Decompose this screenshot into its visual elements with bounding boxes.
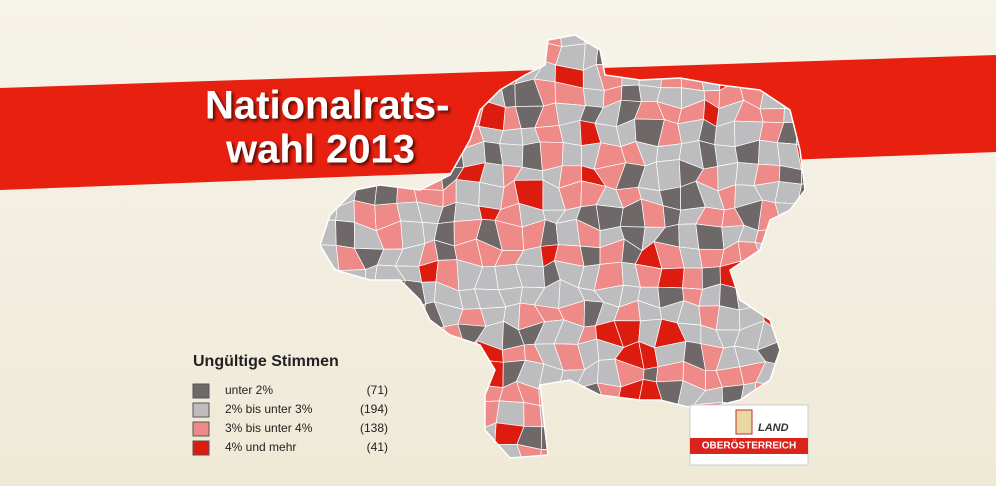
municipality xyxy=(682,267,703,290)
logo: LAND OBERÖSTERREICH xyxy=(689,404,809,466)
municipality xyxy=(495,400,525,427)
legend-swatch xyxy=(192,402,210,418)
legend-label: unter 2% xyxy=(225,383,273,397)
municipality xyxy=(801,168,805,185)
logo-crest xyxy=(735,409,753,435)
logo-band xyxy=(690,438,808,454)
municipality xyxy=(678,223,700,250)
municipality xyxy=(521,141,543,172)
legend: unter 2% (71) 2% bis unter 3% (194) 3% bis u… xyxy=(192,383,388,456)
legend-swatch xyxy=(192,421,210,437)
municipality xyxy=(657,267,685,289)
municipality xyxy=(715,305,741,331)
title: Nationalrats- wahl 2013 xyxy=(205,84,450,172)
title-line: Nationalrats- xyxy=(205,84,450,128)
legend-count: (194) xyxy=(360,402,388,416)
municipality xyxy=(758,139,781,166)
legend-label: 3% bis unter 4% xyxy=(225,421,313,435)
municipality xyxy=(499,128,524,146)
title-line: wahl 2013 xyxy=(225,128,415,172)
municipality xyxy=(478,181,505,210)
legend-count: (138) xyxy=(360,421,388,435)
map-outline xyxy=(319,34,806,459)
municipality xyxy=(582,87,605,108)
municipality xyxy=(695,223,725,250)
legend-title: Ungültige Stimmen xyxy=(193,353,339,370)
legend-label: 2% bis unter 3% xyxy=(225,402,313,416)
legend-swatch xyxy=(192,383,210,399)
legend-label: 4% und mehr xyxy=(225,440,296,454)
municipality xyxy=(499,143,524,168)
municipality xyxy=(555,218,581,247)
municipality xyxy=(534,125,564,143)
municipality xyxy=(335,220,355,249)
legend-swatch xyxy=(192,440,210,456)
municipality xyxy=(759,108,785,124)
logo-text: LAND xyxy=(758,422,789,434)
municipality xyxy=(523,402,543,428)
legend-count: (41) xyxy=(367,440,388,454)
logo-text: OBERÖSTERREICH xyxy=(702,439,796,452)
municipality xyxy=(561,142,582,167)
municipality xyxy=(455,179,481,207)
municipality xyxy=(655,143,683,163)
municipality xyxy=(620,84,642,103)
legend-count: (71) xyxy=(367,383,388,397)
municipality xyxy=(655,159,681,192)
